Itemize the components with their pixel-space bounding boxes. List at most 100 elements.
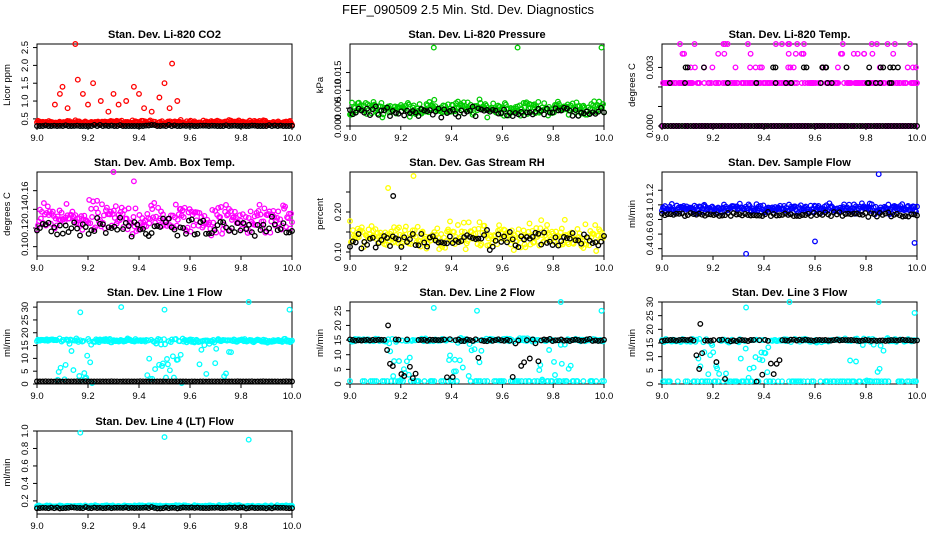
data-point — [274, 227, 281, 234]
data-point — [862, 123, 869, 129]
data-point — [521, 359, 528, 366]
data-point — [120, 226, 126, 233]
data-point — [788, 80, 795, 86]
x-tick-label: 9.2 — [81, 521, 94, 532]
data-point — [283, 229, 290, 236]
data-point — [529, 233, 536, 240]
data-point — [251, 378, 258, 385]
data-point — [532, 340, 539, 347]
data-point — [743, 250, 750, 257]
data-point — [191, 231, 198, 238]
data-point — [396, 358, 402, 365]
data-point — [435, 337, 442, 344]
y-tick-label: 5 — [645, 368, 656, 373]
data-point — [845, 210, 852, 217]
x-tick-label: 9.2 — [81, 263, 94, 274]
data-point — [805, 337, 812, 344]
data-point — [403, 358, 410, 365]
data-point — [876, 365, 883, 372]
data-point — [34, 123, 40, 129]
data-point — [520, 227, 527, 234]
data-point — [572, 107, 579, 114]
data-point — [779, 211, 786, 218]
data-point — [724, 123, 731, 129]
data-point — [142, 122, 149, 129]
data-point — [257, 227, 264, 233]
data-point — [447, 218, 453, 225]
data-point — [191, 504, 198, 511]
data-point — [574, 378, 581, 385]
data-point — [36, 123, 43, 129]
data-point — [34, 378, 40, 385]
data-point — [128, 233, 135, 240]
data-point — [154, 223, 161, 229]
data-point — [501, 106, 508, 113]
data-point — [578, 337, 585, 344]
data-point — [833, 123, 840, 129]
data-point — [876, 123, 883, 129]
data-point — [902, 213, 909, 220]
data-point — [371, 378, 378, 385]
y-tick-label: 20 — [645, 324, 656, 335]
data-point — [828, 337, 834, 344]
data-point — [59, 230, 66, 237]
data-point — [146, 355, 153, 362]
data-point — [196, 361, 203, 368]
data-point — [266, 504, 273, 511]
data-point — [288, 210, 294, 217]
data-point — [911, 337, 918, 344]
data-point — [713, 359, 720, 366]
panel-1: Stan. Dev. Li-820 CO2 Licor ppm 9.0 9.2 9.4 9… — [2, 29, 301, 144]
data-point — [545, 378, 552, 385]
data-point — [68, 348, 75, 354]
data-point — [400, 378, 406, 385]
data-point — [823, 64, 830, 71]
data-point — [739, 212, 746, 219]
data-point — [218, 204, 225, 210]
data-point — [791, 80, 798, 86]
data-point — [756, 356, 763, 363]
data-point — [286, 505, 293, 512]
x-tick-label: 9.0 — [343, 391, 356, 402]
data-point — [856, 211, 863, 218]
data-point — [779, 337, 786, 344]
y-tick-label: 20 — [333, 320, 344, 331]
data-point — [744, 378, 751, 385]
data-point — [575, 237, 582, 244]
data-point — [828, 213, 834, 220]
data-point — [254, 221, 261, 228]
data-point — [770, 123, 777, 129]
data-point — [696, 123, 703, 129]
data-point — [904, 64, 911, 71]
y-tick-label: 1.0 — [20, 94, 31, 107]
data-point — [180, 504, 187, 511]
data-point — [730, 123, 737, 129]
points — [34, 41, 295, 129]
data-point — [260, 123, 267, 129]
panel-5: Stan. Dev. Gas Stream RH percent 9.0 9.2 9.4… — [315, 157, 613, 274]
data-point — [286, 378, 293, 385]
data-point — [120, 123, 126, 129]
data-point — [750, 212, 757, 219]
data-point — [226, 123, 232, 129]
data-point — [575, 337, 582, 344]
data-point — [868, 123, 875, 129]
data-point — [535, 336, 542, 343]
data-point — [214, 123, 221, 129]
data-point — [91, 504, 98, 511]
data-point — [476, 219, 483, 226]
data-point — [836, 209, 843, 216]
data-point — [401, 112, 408, 119]
data-point — [905, 337, 912, 344]
data-point — [234, 378, 241, 385]
data-point — [721, 50, 728, 57]
data-point — [566, 107, 573, 114]
data-point — [194, 378, 201, 385]
data-point — [501, 227, 508, 234]
data-point — [506, 109, 513, 116]
data-point — [174, 123, 181, 129]
data-point — [816, 336, 823, 343]
data-point — [724, 210, 731, 216]
data-point — [277, 216, 284, 223]
data-point — [468, 347, 475, 354]
